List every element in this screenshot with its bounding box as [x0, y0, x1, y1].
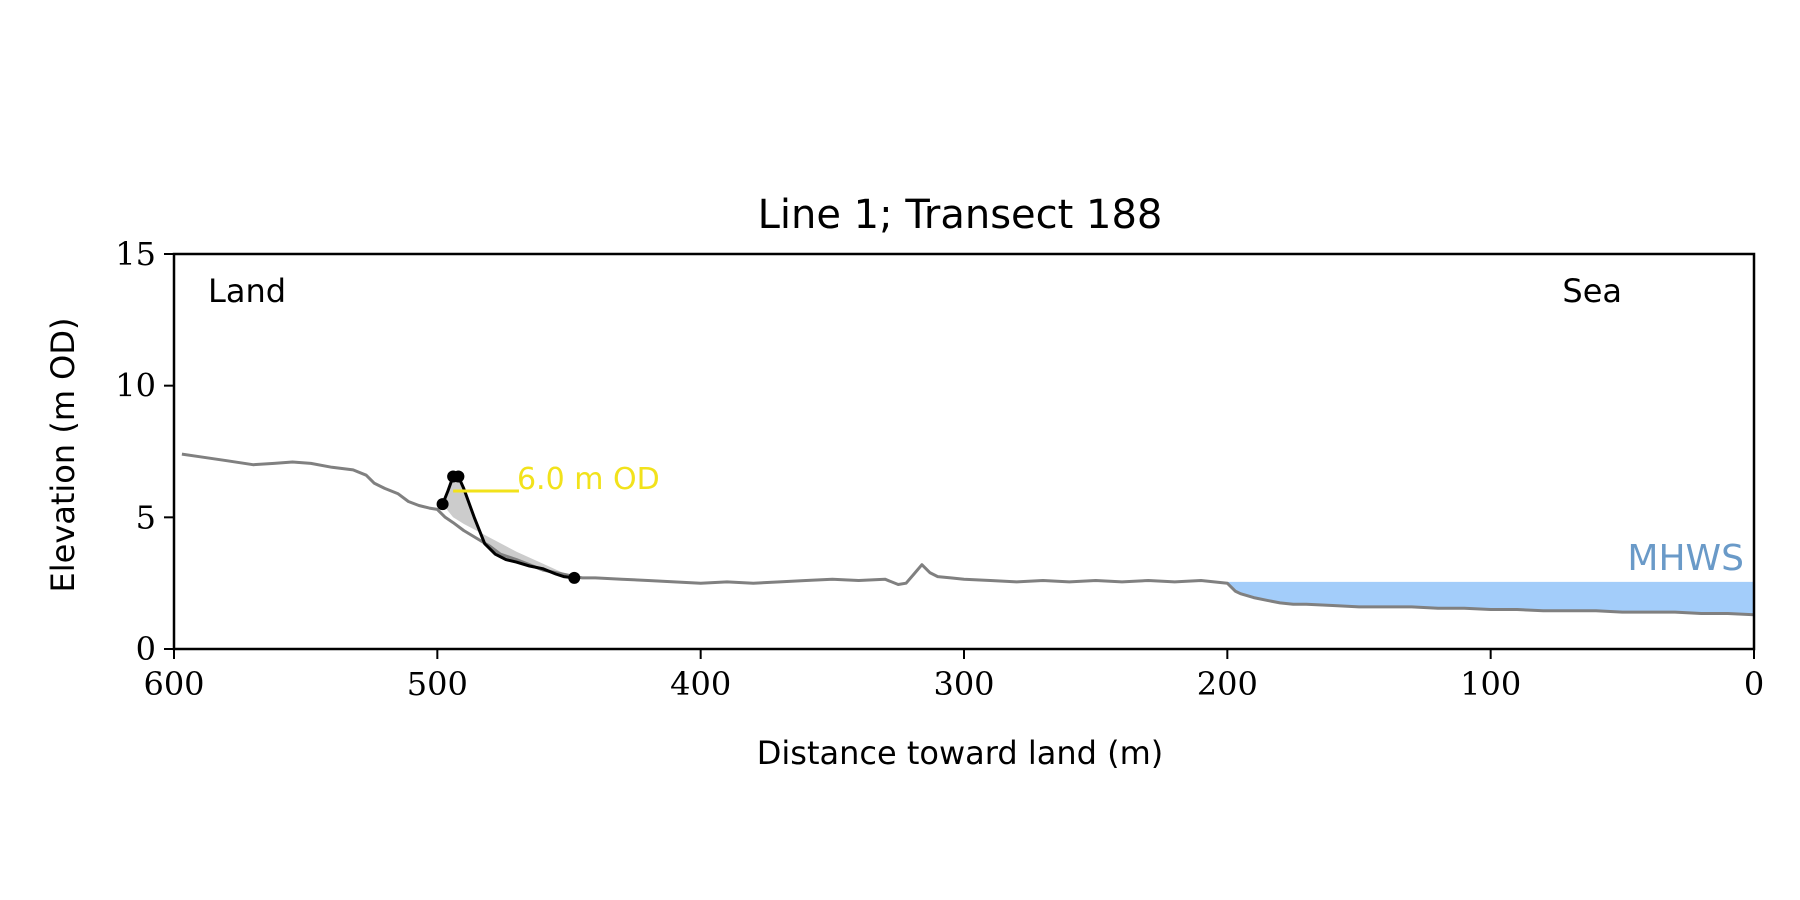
profile-line	[181, 452, 1755, 617]
dune-marker	[436, 498, 449, 511]
land-label: Land	[208, 272, 286, 310]
x-axis-label: Distance toward land (m)	[757, 734, 1163, 772]
dune-marker	[568, 571, 581, 584]
y-tick-label: 0	[136, 630, 156, 668]
x-tick-label: 300	[933, 665, 994, 703]
y-tick-label: 15	[115, 235, 156, 273]
dune-marker	[452, 470, 465, 483]
plot-area: 6.0 m OD MHWS 600 500 400 300 200 100 0 0 5 10 15	[115, 235, 1764, 703]
chart-title: Line 1; Transect 188	[758, 192, 1163, 238]
x-tick-label: 400	[670, 665, 731, 703]
x-tick-label: 500	[407, 665, 468, 703]
sea-label: Sea	[1562, 272, 1622, 310]
y-tick-label: 5	[136, 498, 156, 536]
x-tick-label: 200	[1197, 665, 1258, 703]
y-tick-label: 10	[115, 367, 156, 405]
y-axis-label: Elevation (m OD)	[44, 318, 82, 593]
x-tick-label: 600	[143, 665, 204, 703]
threshold-label: 6.0 m OD	[517, 462, 660, 497]
mhws-label: MHWS	[1627, 538, 1744, 579]
x-tick-label: 0	[1744, 665, 1764, 703]
x-tick-label: 100	[1460, 665, 1521, 703]
